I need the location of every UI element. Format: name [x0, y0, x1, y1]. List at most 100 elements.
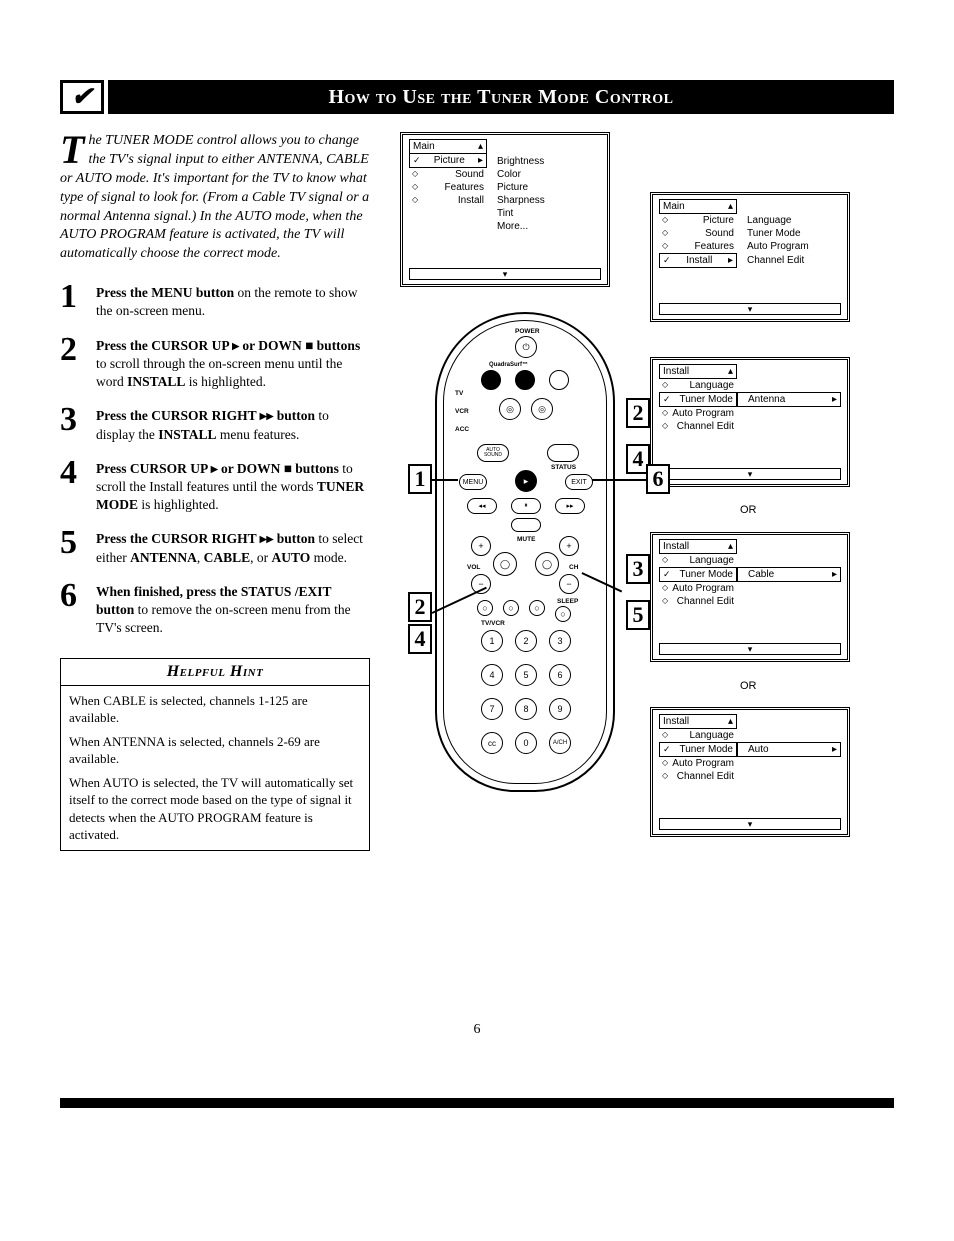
intro-paragraph: T he TUNER MODE control allows you to ch… — [60, 132, 370, 264]
num-4-button[interactable]: 4 — [481, 664, 503, 686]
source-button[interactable]: ◎ — [531, 398, 553, 420]
callout-2: 2 — [408, 592, 432, 622]
osd-scrollbar — [409, 268, 601, 280]
sleep-label: SLEEP — [557, 598, 578, 605]
step-text: Press the MENU button on the remote to s… — [96, 282, 370, 320]
osd-sub: Brightness — [487, 154, 601, 168]
num-0-button[interactable]: 0 — [515, 732, 537, 754]
osd-item: Auto Program — [659, 757, 737, 770]
auto-sound-button[interactable]: AUTO SOUND — [477, 444, 509, 462]
content-columns: T he TUNER MODE control allows you to ch… — [60, 132, 894, 962]
forward-button[interactable]: ▸▸ — [555, 498, 585, 514]
osd-item: Sound — [659, 227, 737, 240]
step-number: 5 — [60, 528, 86, 566]
step-text: Press CURSOR UP ▸ or DOWN ■ buttons to s… — [96, 458, 370, 515]
step-number: 4 — [60, 458, 86, 515]
play-pause-button[interactable]: ⏸ — [511, 498, 541, 514]
hint-body: When CABLE is selected, channels 1-125 a… — [61, 686, 369, 850]
vol-up-button[interactable]: + — [471, 536, 491, 556]
step-text: Press the CURSOR UP ▸ or DOWN ■ buttons … — [96, 335, 370, 392]
num-7-button[interactable]: 7 — [481, 698, 503, 720]
osd-sub: Tuner Mode — [737, 227, 804, 240]
osd-header: Install — [659, 714, 737, 729]
osd-value: Auto — [737, 742, 841, 757]
ach-button[interactable]: A/CH — [549, 732, 571, 754]
surf-button[interactable] — [549, 370, 569, 390]
osd-sub: Language — [737, 214, 795, 227]
num-5-button[interactable]: 5 — [515, 664, 537, 686]
step-number: 3 — [60, 405, 86, 443]
osd-item: Sound — [409, 168, 487, 181]
ch-up-button[interactable]: + — [559, 536, 579, 556]
osd-menu-main-picture: Main Picture Brightness SoundColor Featu… — [400, 132, 610, 287]
osd-menu-main-install: Main PictureLanguage SoundTuner Mode Fea… — [650, 192, 850, 322]
power-button[interactable]: ⏻ — [515, 336, 537, 358]
remote-control: POWER ⏻ QuadraSurf™ TV VCR ACC ◎ ◎ AUTO … — [420, 312, 630, 812]
step: 4Press CURSOR UP ▸ or DOWN ■ buttons to … — [60, 458, 370, 515]
osd-sub: Picture — [487, 181, 531, 194]
diagram-area: Main Picture Brightness SoundColor Featu… — [390, 132, 870, 962]
surf-button[interactable] — [515, 370, 535, 390]
callout-1: 1 — [408, 464, 432, 494]
mute-label: MUTE — [517, 536, 535, 543]
steps-list: 1 Press the MENU button on the remote to … — [60, 282, 370, 637]
pause-button[interactable]: ○ — [503, 600, 519, 616]
step-text: Press the CURSOR RIGHT ▸▸ button to disp… — [96, 405, 370, 443]
right-column: Main Picture Brightness SoundColor Featu… — [390, 132, 894, 962]
status-label: STATUS — [551, 464, 576, 471]
osd-item-selected: Install — [659, 253, 737, 268]
cc-button[interactable]: cc — [481, 732, 503, 754]
auto-picture-button[interactable] — [547, 444, 579, 462]
callout-2b: 2 — [626, 398, 650, 428]
cursor-up-button[interactable]: ▸ — [515, 470, 537, 492]
osd-menu-install-auto: Install Language Tuner ModeAuto Auto Pro… — [650, 707, 850, 837]
vol-label-button[interactable]: ◯ — [493, 552, 517, 576]
page-title: How to Use the Tuner Mode Control — [108, 80, 894, 114]
record-button[interactable]: ○ — [477, 600, 493, 616]
ch-label: CH — [569, 564, 578, 571]
source-button[interactable]: ◎ — [499, 398, 521, 420]
osd-item: Language — [659, 729, 737, 742]
sleep-button[interactable]: ○ — [555, 606, 571, 622]
tv-label: TV — [455, 390, 463, 397]
num-1-button[interactable]: 1 — [481, 630, 503, 652]
brand-label: QuadraSurf™ — [489, 362, 528, 368]
stop2-button[interactable]: ○ — [529, 600, 545, 616]
helpful-hint-box: Helpful Hint When CABLE is selected, cha… — [60, 658, 370, 851]
osd-scrollbar — [659, 643, 841, 655]
surf-button[interactable] — [481, 370, 501, 390]
hint-paragraph: When ANTENNA is selected, channels 2-69 … — [69, 733, 361, 768]
num-2-button[interactable]: 2 — [515, 630, 537, 652]
num-6-button[interactable]: 6 — [549, 664, 571, 686]
hint-paragraph: When AUTO is selected, the TV will autom… — [69, 774, 361, 844]
exit-button[interactable]: EXIT — [565, 474, 593, 490]
rewind-button[interactable]: ◂◂ — [467, 498, 497, 514]
check-icon: ✔ — [60, 80, 104, 114]
step: 2Press the CURSOR UP ▸ or DOWN ■ buttons… — [60, 335, 370, 392]
tvvcr-label: TV/VCR — [481, 620, 505, 627]
menu-button[interactable]: MENU — [459, 474, 487, 490]
osd-sub: Channel Edit — [737, 253, 841, 268]
osd-item-selected: Tuner Mode — [659, 567, 737, 582]
osd-item: Channel Edit — [659, 420, 737, 433]
osd-sub: Tint — [487, 207, 516, 220]
osd-item: Features — [409, 181, 487, 194]
osd-scrollbar — [659, 468, 841, 480]
osd-item-selected: Tuner Mode — [659, 392, 737, 407]
power-label: POWER — [515, 328, 540, 335]
step-number: 1 — [60, 282, 86, 320]
num-9-button[interactable]: 9 — [549, 698, 571, 720]
step: 3 Press the CURSOR RIGHT ▸▸ button to dis… — [60, 405, 370, 443]
stop-button[interactable]: ■ — [511, 518, 541, 532]
callout-3: 3 — [626, 554, 650, 584]
ch-label-button[interactable]: ◯ — [535, 552, 559, 576]
or-label: OR — [740, 504, 757, 516]
osd-item: Install — [409, 194, 487, 207]
num-3-button[interactable]: 3 — [549, 630, 571, 652]
num-8-button[interactable]: 8 — [515, 698, 537, 720]
step: 5Press the CURSOR RIGHT ▸▸ button to sel… — [60, 528, 370, 566]
osd-scrollbar — [659, 818, 841, 830]
dropcap: T — [60, 132, 88, 166]
ch-down-button[interactable]: − — [559, 574, 579, 594]
left-column: T he TUNER MODE control allows you to ch… — [60, 132, 370, 962]
